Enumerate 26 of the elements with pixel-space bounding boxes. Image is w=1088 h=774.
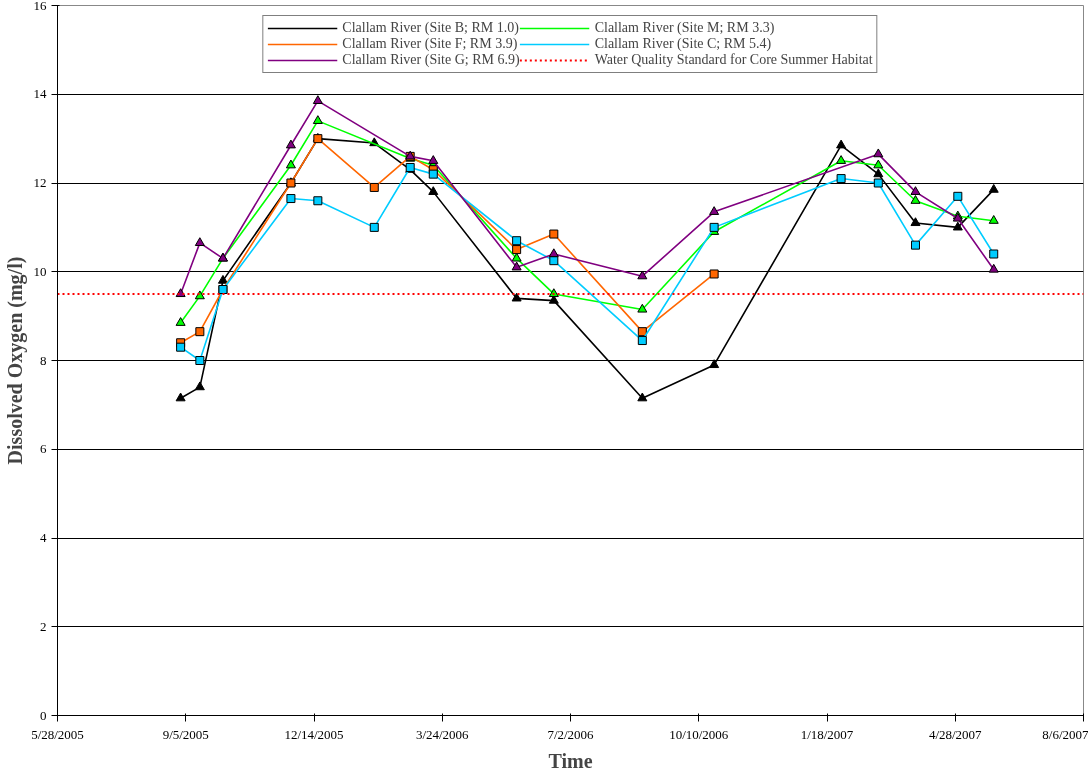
x-tick-label: 4/28/2007 <box>928 726 983 742</box>
legend-label: Clallam River (Site C; RM 5.4) <box>594 36 772 52</box>
x-tick-label: 5/28/2005 <box>31 726 84 742</box>
y-tick-label: 4 <box>40 530 47 545</box>
legend-label: Clallam River (Site M; RM 3.3) <box>594 20 775 36</box>
legend-label: Clallam River (Site G; RM 6.9) <box>342 52 520 68</box>
y-tick-label: 16 <box>33 0 47 13</box>
x-tick-label: 12/14/2005 <box>284 726 344 742</box>
y-tick-label: 2 <box>40 618 47 634</box>
y-axis-title: Dissolved Oxygen (mg/l) <box>3 256 27 465</box>
x-tick-label: 9/5/2005 <box>162 726 209 742</box>
x-tick-label: 10/10/2006 <box>669 726 729 742</box>
y-tick-label: 0 <box>40 707 47 723</box>
y-tick-label: 12 <box>33 175 47 190</box>
x-tick-label: 7/2/2006 <box>547 726 595 742</box>
legend-label: Water Quality Standard for Core Summer Habitat <box>594 52 873 68</box>
x-tick-label: 1/18/2007 <box>800 726 854 742</box>
x-tick-label: 8/6/2007 <box>1042 726 1088 742</box>
legend-label: Clallam River (Site B; RM 1.0) <box>342 20 519 36</box>
y-tick-label: 14 <box>33 86 47 102</box>
y-tick-label: 8 <box>40 352 47 368</box>
x-tick-label: 3/24/2006 <box>415 726 470 742</box>
y-tick-label: 10 <box>33 263 47 279</box>
x-axis-title: Time <box>548 749 593 772</box>
legend-label: Clallam River (Site F; RM 3.9) <box>342 36 518 52</box>
y-tick-label: 6 <box>40 441 47 457</box>
